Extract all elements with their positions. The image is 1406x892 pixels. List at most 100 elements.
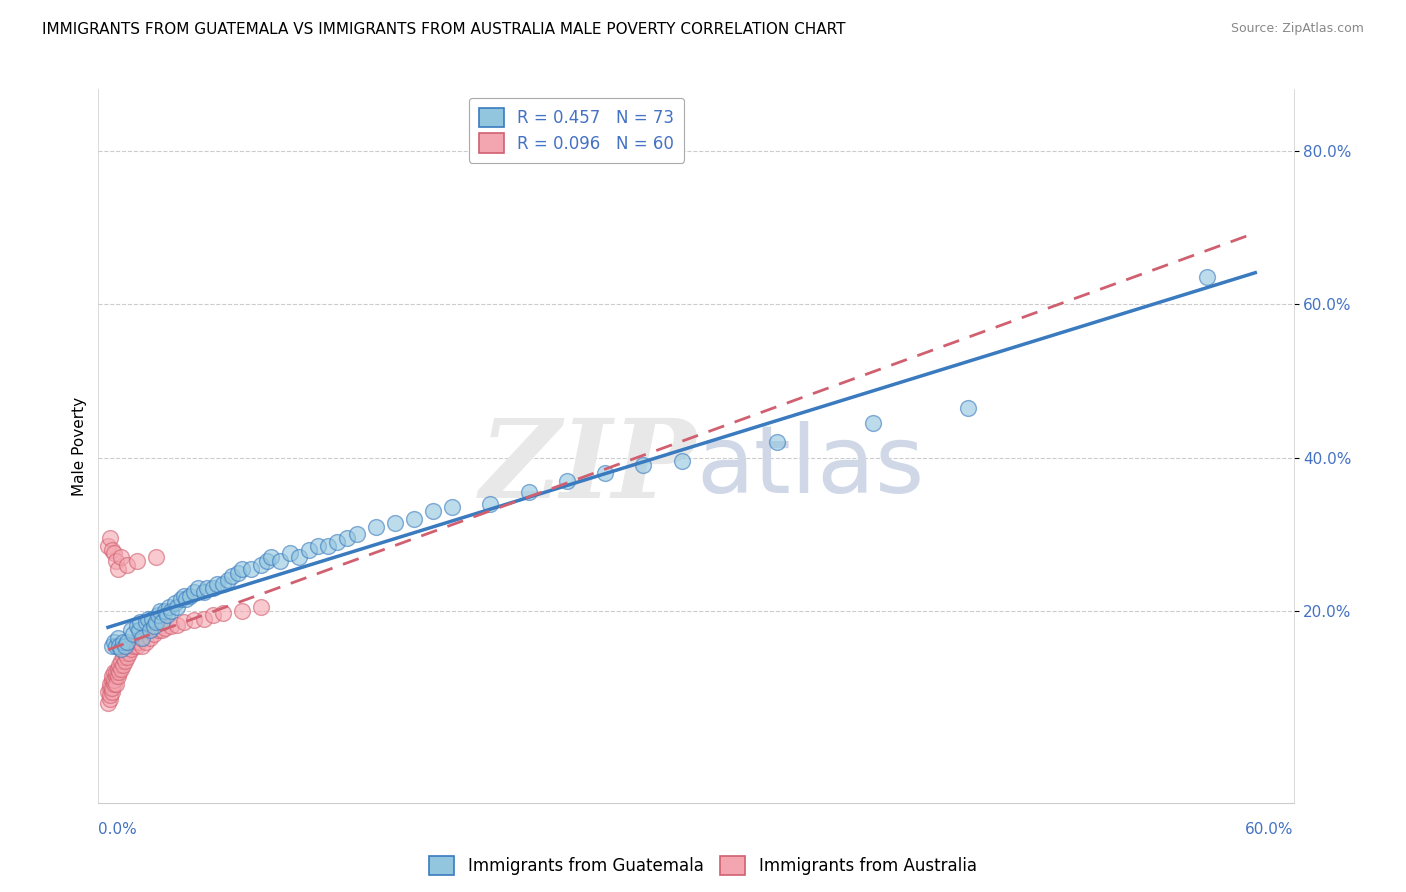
Legend: R = 0.457   N = 73, R = 0.096   N = 60: R = 0.457 N = 73, R = 0.096 N = 60 xyxy=(468,97,685,162)
Point xyxy=(114,639,136,653)
Point xyxy=(163,596,186,610)
Point xyxy=(202,607,225,622)
Point xyxy=(155,604,177,618)
Text: ZIP: ZIP xyxy=(479,414,696,521)
Point xyxy=(101,669,124,683)
Point xyxy=(101,684,124,698)
Point xyxy=(125,554,148,568)
Point xyxy=(250,558,273,572)
Point xyxy=(141,612,163,626)
Point xyxy=(173,615,195,630)
Text: 0.0%: 0.0% xyxy=(98,822,138,837)
Y-axis label: Male Poverty: Male Poverty xyxy=(72,396,87,496)
Point xyxy=(98,689,121,703)
Point xyxy=(103,677,125,691)
Point xyxy=(217,574,239,588)
Point xyxy=(98,681,121,695)
Point xyxy=(115,558,138,572)
Point xyxy=(593,466,616,480)
Point xyxy=(97,696,120,710)
Point xyxy=(179,589,201,603)
Point xyxy=(139,623,162,637)
Point xyxy=(129,631,152,645)
Point xyxy=(166,600,188,615)
Point xyxy=(110,661,132,675)
Point xyxy=(101,542,124,557)
Point xyxy=(202,581,225,595)
Point xyxy=(211,577,233,591)
Point xyxy=(231,562,253,576)
Point xyxy=(193,612,215,626)
Point xyxy=(110,654,132,668)
Point xyxy=(97,539,120,553)
Point xyxy=(226,566,249,580)
Point xyxy=(187,581,209,595)
Point xyxy=(104,677,127,691)
Point xyxy=(633,458,655,473)
Point xyxy=(193,584,215,599)
Point xyxy=(150,615,173,630)
Text: IMMIGRANTS FROM GUATEMALA VS IMMIGRANTS FROM AUSTRALIA MALE POVERTY CORRELATION : IMMIGRANTS FROM GUATEMALA VS IMMIGRANTS … xyxy=(42,22,845,37)
Point xyxy=(160,604,183,618)
Point xyxy=(384,516,406,530)
Point xyxy=(98,531,121,545)
Point xyxy=(107,562,129,576)
Text: Source: ZipAtlas.com: Source: ZipAtlas.com xyxy=(1230,22,1364,36)
Point xyxy=(135,615,157,630)
Point xyxy=(103,665,125,680)
Point xyxy=(441,500,464,515)
Point xyxy=(120,623,142,637)
Point xyxy=(240,562,263,576)
Point xyxy=(107,631,129,645)
Point xyxy=(98,677,121,691)
Point xyxy=(112,657,135,672)
Point xyxy=(118,646,141,660)
Point xyxy=(422,504,444,518)
Point xyxy=(149,604,172,618)
Point xyxy=(183,613,205,627)
Point xyxy=(555,474,578,488)
Point xyxy=(157,600,180,615)
Point xyxy=(183,584,205,599)
Point xyxy=(114,654,136,668)
Point xyxy=(136,612,159,626)
Point xyxy=(103,634,125,648)
Point xyxy=(166,617,188,632)
Point xyxy=(124,634,146,648)
Point xyxy=(156,607,179,622)
Point xyxy=(766,435,789,450)
Point xyxy=(155,621,177,635)
Point xyxy=(112,650,135,665)
Point xyxy=(108,665,131,680)
Point xyxy=(259,550,281,565)
Point xyxy=(131,631,153,645)
Point xyxy=(517,485,540,500)
Point xyxy=(142,627,165,641)
Text: 60.0%: 60.0% xyxy=(1246,822,1294,837)
Point xyxy=(316,539,339,553)
Point xyxy=(128,634,150,648)
Point xyxy=(125,619,148,633)
Point xyxy=(108,657,131,672)
Point xyxy=(146,623,169,637)
Point xyxy=(173,589,195,603)
Point xyxy=(307,539,329,553)
Point xyxy=(101,639,124,653)
Point xyxy=(346,527,368,541)
Point xyxy=(176,592,198,607)
Point xyxy=(957,401,980,415)
Point xyxy=(110,550,132,565)
Point xyxy=(298,542,321,557)
Point xyxy=(336,531,359,545)
Point xyxy=(402,512,425,526)
Point xyxy=(211,607,233,621)
Point xyxy=(139,631,162,645)
Point xyxy=(97,684,120,698)
Point xyxy=(104,554,127,568)
Point xyxy=(121,627,143,641)
Point xyxy=(160,619,183,633)
Point xyxy=(129,615,152,630)
Point xyxy=(145,550,167,565)
Point xyxy=(104,665,127,680)
Point xyxy=(101,673,124,687)
